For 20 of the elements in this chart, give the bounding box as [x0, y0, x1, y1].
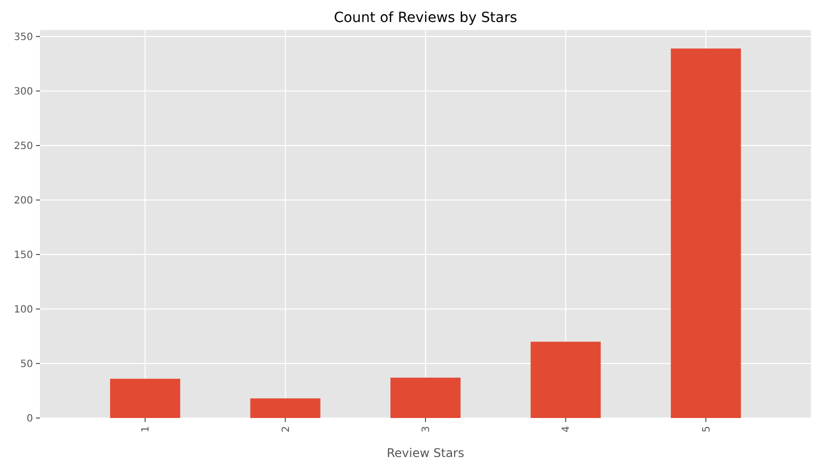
bar [110, 378, 180, 418]
y-tick-label: 300 [14, 86, 33, 98]
chart-title: Count of Reviews by Stars [334, 10, 518, 26]
bar [530, 342, 601, 418]
x-tick-label: 5 [701, 426, 712, 432]
x-tick-label: 4 [561, 426, 572, 432]
y-tick-label: 250 [14, 141, 33, 152]
bar [250, 398, 320, 418]
y-tick-label: 150 [14, 250, 33, 262]
bar [670, 48, 741, 418]
y-tick-label: 50 [20, 359, 33, 370]
y-tick-label: 200 [14, 196, 33, 207]
bar [390, 378, 461, 418]
y-tick-label: 350 [14, 32, 33, 44]
y-tick-label: 100 [14, 304, 33, 316]
y-tick-label: 0 [26, 414, 33, 424]
x-axis-title: Review Stars [386, 446, 464, 460]
x-tick-label: 1 [140, 426, 152, 432]
x-tick-label: 3 [421, 426, 432, 432]
x-tick-label: 2 [280, 426, 292, 432]
